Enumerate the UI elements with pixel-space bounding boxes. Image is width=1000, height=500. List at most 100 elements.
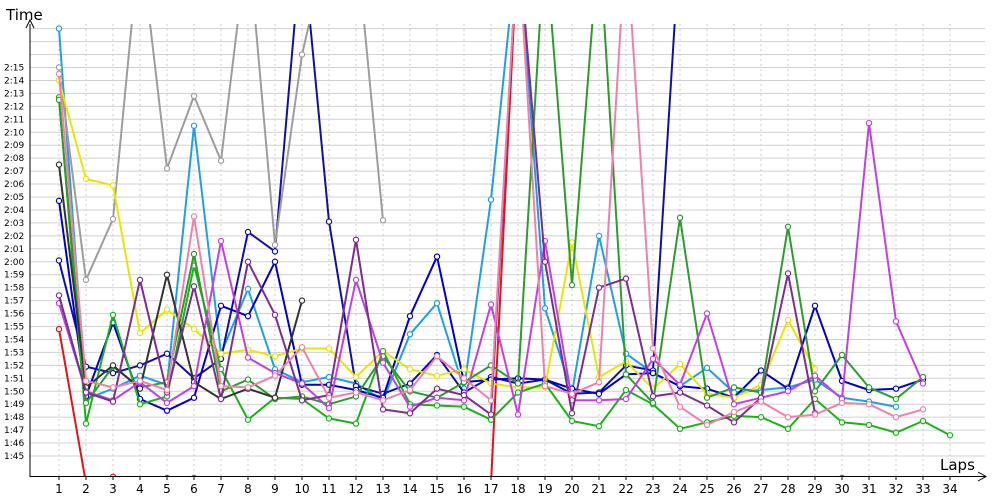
series-line — [58, 24, 897, 408]
data-point — [730, 384, 738, 391]
series-line — [58, 164, 303, 400]
data-point — [892, 318, 900, 325]
data-point — [649, 345, 657, 352]
y-tick-label: 2:08 — [4, 154, 24, 164]
data-point — [271, 394, 279, 401]
data-point — [541, 305, 549, 312]
data-point — [298, 297, 306, 304]
x-tick-label: 15 — [429, 482, 444, 496]
data-point — [541, 382, 549, 390]
data-point — [82, 276, 90, 284]
series-12 — [55, 24, 927, 429]
data-point — [55, 292, 63, 299]
data-point — [433, 394, 441, 401]
data-point — [244, 228, 252, 236]
x-tick-label: 8 — [244, 482, 252, 496]
x-tick-label: 7 — [217, 482, 225, 496]
data-point — [190, 92, 198, 100]
data-point — [136, 377, 144, 385]
data-point — [784, 425, 792, 433]
data-point — [271, 311, 279, 319]
data-point — [136, 401, 144, 408]
data-point — [433, 372, 441, 379]
data-point — [163, 271, 171, 278]
data-point — [136, 276, 144, 284]
data-point — [55, 161, 63, 168]
data-point — [811, 388, 819, 395]
data-point — [919, 380, 927, 387]
y-tick-label: 2:10 — [4, 128, 24, 138]
data-point — [784, 223, 792, 230]
y-tick-label: 2:01 — [4, 245, 24, 255]
y-tick-label: 1:54 — [4, 335, 24, 345]
data-point — [703, 310, 711, 317]
y-tick-label: 2:05 — [4, 193, 24, 203]
x-tick-label: 32 — [888, 482, 903, 496]
x-tick-label: 24 — [672, 482, 687, 496]
data-point — [595, 390, 603, 398]
x-tick-label: 23 — [645, 482, 660, 496]
data-point — [757, 367, 765, 374]
x-tick-label: 11 — [321, 482, 336, 496]
data-point — [352, 373, 360, 381]
x-tick-label: 28 — [780, 482, 795, 496]
data-point — [190, 394, 198, 401]
x-tick-label: 20 — [564, 482, 579, 496]
data-point — [568, 239, 576, 246]
data-point — [190, 382, 198, 390]
x-axis-title: Laps — [940, 456, 975, 474]
data-point — [649, 399, 657, 407]
y-tick-label: 1:55 — [4, 323, 24, 333]
y-tick-label: 1:57 — [4, 297, 24, 307]
axes: Time Laps — [5, 6, 988, 482]
data-point — [487, 411, 495, 418]
data-point — [191, 474, 197, 476]
data-point — [406, 366, 414, 373]
data-point — [622, 275, 630, 282]
x-tick-label: 21 — [591, 482, 606, 496]
x-tick-label: 27 — [753, 482, 768, 496]
y-tick-label: 2:15 — [4, 64, 24, 74]
data-point — [595, 232, 603, 240]
data-point — [676, 403, 684, 410]
data-point — [568, 417, 576, 425]
data-point — [55, 325, 63, 333]
data-point — [676, 360, 684, 368]
data-point — [217, 395, 225, 403]
data-point — [460, 403, 468, 410]
data-point — [190, 250, 198, 258]
x-tick-label: 18 — [510, 482, 525, 496]
data-point — [784, 316, 792, 324]
data-point — [460, 375, 468, 382]
x-tick-label: 17 — [483, 482, 498, 496]
data-point — [109, 398, 117, 405]
x-tick-label: 3 — [109, 482, 117, 496]
data-point — [946, 432, 954, 439]
y-tick-label: 1:47 — [4, 426, 24, 436]
data-point — [379, 397, 387, 404]
x-tick-label: 19 — [537, 482, 552, 496]
data-point — [55, 257, 63, 264]
data-point — [82, 420, 90, 427]
y-axis-title: Time — [5, 6, 43, 24]
data-point — [487, 196, 495, 203]
y-tick-label: 1:52 — [4, 361, 24, 371]
data-point — [325, 345, 333, 352]
x-tick-label: 13 — [375, 482, 390, 496]
data-point — [325, 394, 333, 401]
data-point — [379, 406, 387, 413]
data-point — [892, 429, 900, 436]
data-point — [487, 397, 495, 404]
ticks: 1:45 1:46 1:47 1:48 1:49 1:50 1:51 1:52 1:53 1:54… — [4, 64, 958, 497]
y-tick-label: 2:02 — [4, 232, 24, 242]
x-tick-label: 22 — [618, 482, 633, 496]
data-point — [298, 51, 306, 58]
data-point — [298, 380, 306, 387]
data-point — [784, 388, 792, 395]
data-point — [244, 258, 252, 265]
data-point — [730, 419, 738, 426]
data-point — [676, 381, 684, 388]
data-point — [406, 312, 414, 320]
data-point — [271, 248, 279, 255]
